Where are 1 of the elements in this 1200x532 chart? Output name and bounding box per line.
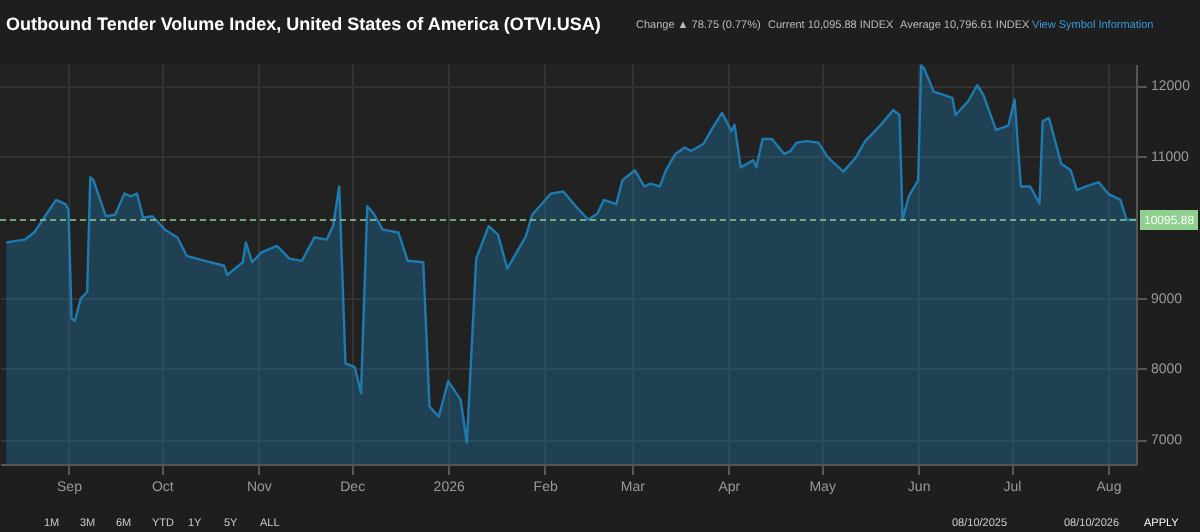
chart-title: Outbound Tender Volume Index, United States of America (OTVI.USA) xyxy=(6,14,601,34)
